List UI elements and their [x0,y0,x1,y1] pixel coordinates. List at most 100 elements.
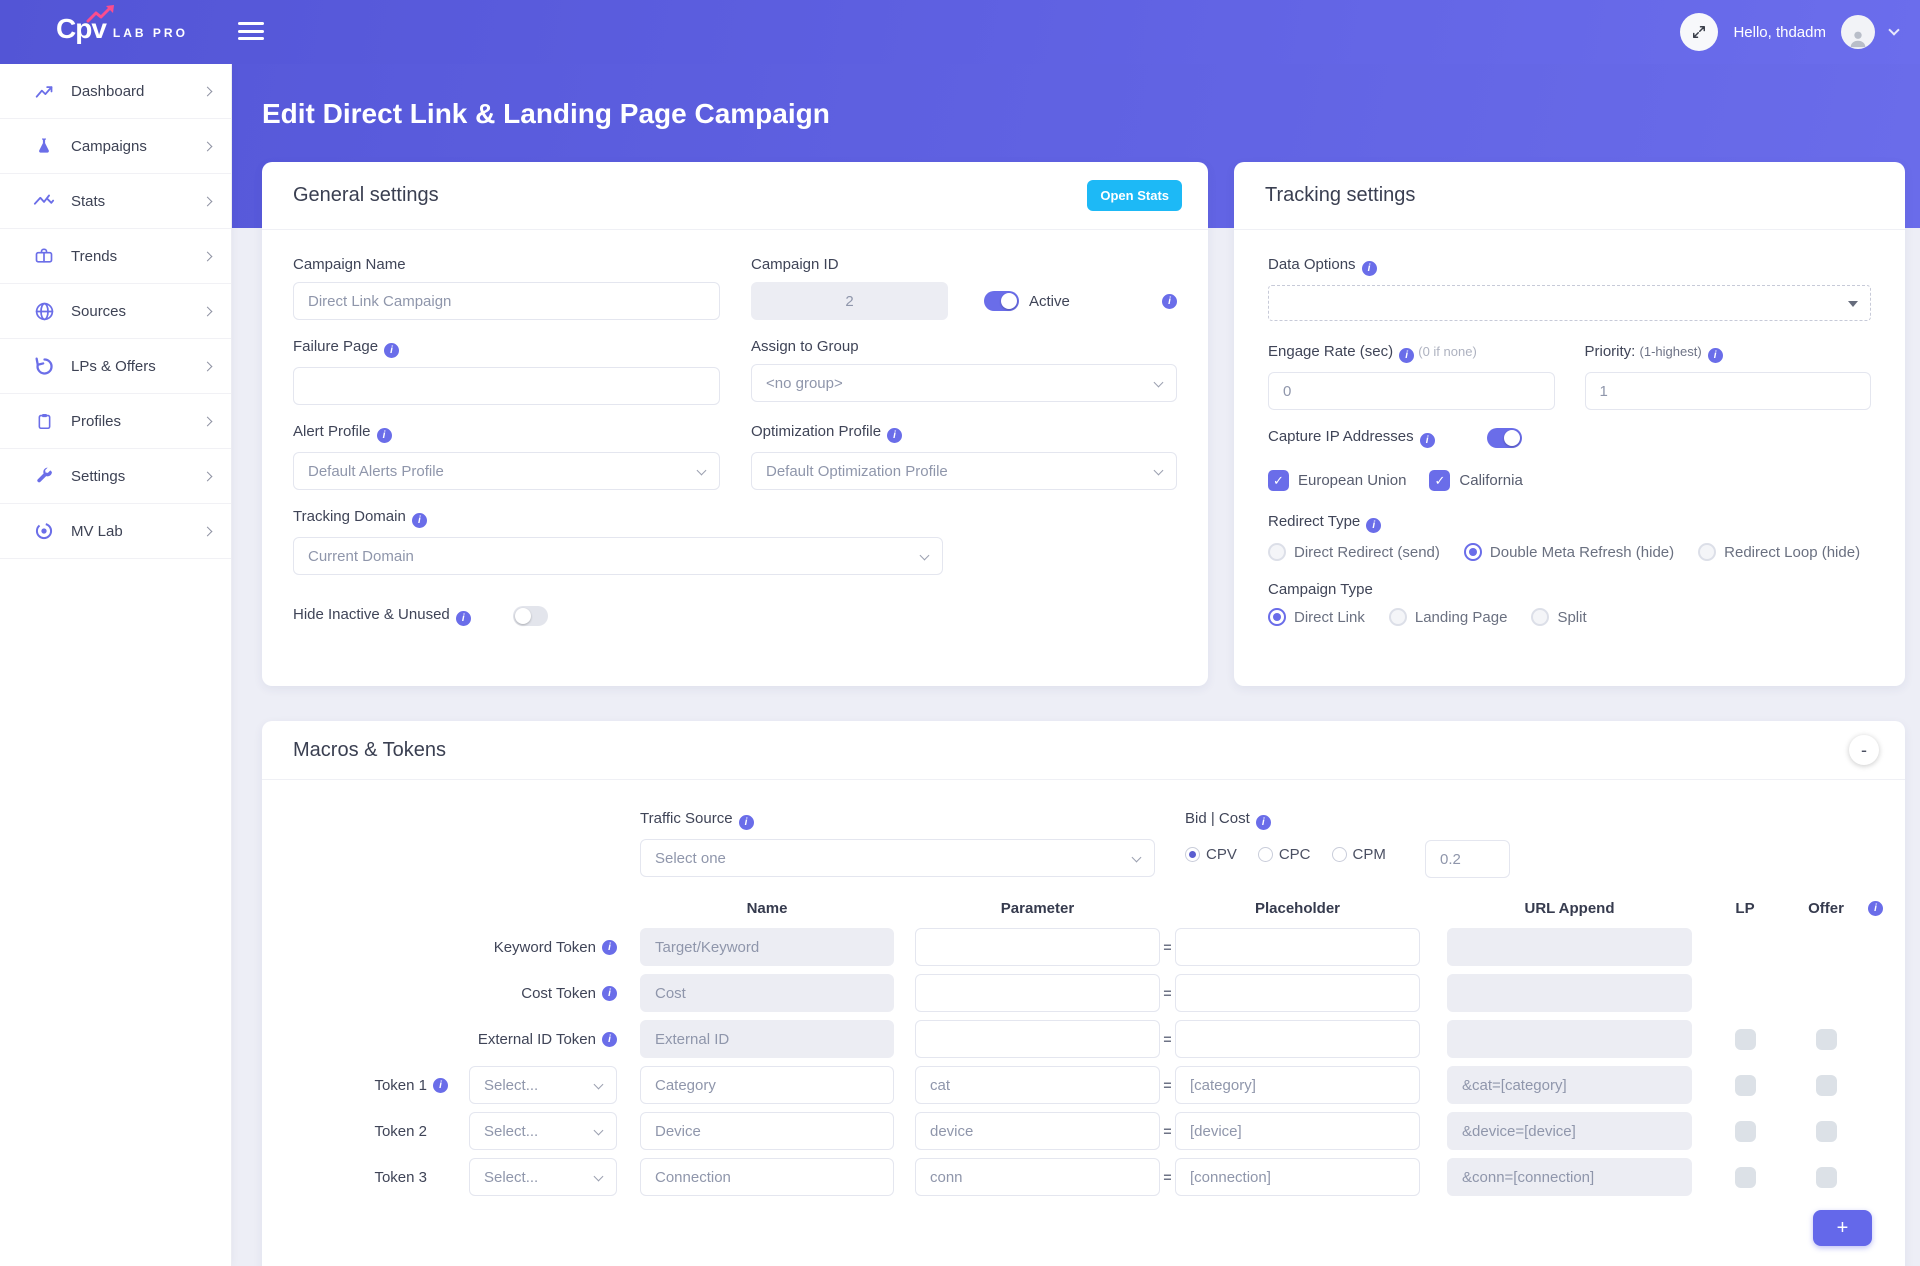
info-icon[interactable]: i [384,343,400,358]
alert-profile-select[interactable]: Default Alerts Profile [293,452,720,490]
offer-checkbox[interactable] [1816,1074,1837,1096]
token-placeholder-input[interactable] [1175,1112,1420,1150]
engage-rate-input[interactable] [1268,372,1555,410]
optimization-profile-select[interactable]: Default Optimization Profile [751,452,1177,490]
token-placeholder-input[interactable] [1175,1066,1420,1104]
radio-icon[interactable] [1268,608,1286,626]
radio-icon[interactable] [1268,543,1286,561]
info-icon[interactable]: i [602,939,617,955]
sidebar-item-lps-offers[interactable]: LPs & Offers [0,339,231,394]
info-icon[interactable]: i [602,1031,617,1047]
tracking-domain-select[interactable]: Current Domain [293,537,943,575]
radio-item[interactable]: CPM [1331,846,1386,863]
sidebar-item-sources[interactable]: Sources [0,284,231,339]
checkbox-item[interactable]: ✓ European Union [1268,470,1406,491]
info-icon[interactable]: i [1868,901,1883,916]
traffic-source-select[interactable]: Select one [640,839,1155,877]
checkbox-checked-icon[interactable]: ✓ [1268,470,1289,491]
add-token-button[interactable]: + [1813,1210,1872,1246]
token-parameter-input[interactable] [915,1158,1160,1196]
offer-checkbox[interactable] [1816,1028,1837,1050]
token-parameter-input[interactable] [915,974,1160,1012]
priority-input[interactable] [1584,372,1871,410]
sidebar-item-profiles[interactable]: Profiles [0,394,231,449]
info-icon[interactable]: i [1366,518,1382,533]
radio-icon[interactable] [1185,847,1200,862]
radio-item[interactable]: Direct Redirect (send) [1268,543,1440,561]
info-icon[interactable]: i [433,1077,448,1093]
info-icon[interactable]: i [1361,261,1377,276]
sidebar-item-campaigns[interactable]: Campaigns [0,119,231,174]
sidebar-item-dashboard[interactable]: Dashboard [0,64,231,119]
failure-page-input[interactable] [293,367,720,405]
checkbox-checked-icon[interactable]: ✓ [1429,470,1451,491]
info-icon[interactable]: i [602,985,617,1001]
logo[interactable]: Cpv LAB PRO [56,5,188,46]
token-placeholder-input[interactable] [1175,928,1420,966]
token-parameter-input[interactable] [915,928,1160,966]
campaign-name-input[interactable] [293,282,720,320]
lp-checkbox[interactable] [1735,1120,1756,1142]
info-icon[interactable]: i [376,428,392,443]
token-parameter-input[interactable] [915,1066,1160,1104]
token-placeholder-input[interactable] [1175,1020,1420,1058]
general-settings-header: General settings Open Stats [262,162,1208,230]
token-type-select[interactable]: Select... [469,1066,617,1104]
token-parameter-input[interactable] [915,1112,1160,1150]
info-icon[interactable]: i [738,815,754,830]
radio-icon[interactable] [1257,847,1273,862]
bid-value-input[interactable] [1425,840,1510,878]
token-parameter-input[interactable] [915,1020,1160,1058]
lp-checkbox[interactable] [1735,1074,1756,1096]
token-row-label: Token 2 [374,1122,427,1140]
sidebar-item-trends[interactable]: Trends [0,229,231,284]
radio-item[interactable]: Redirect Loop (hide) [1698,543,1860,561]
offer-checkbox[interactable] [1816,1166,1837,1188]
info-icon[interactable]: i [455,611,471,626]
hide-inactive-toggle[interactable] [512,606,548,626]
info-icon[interactable]: i [1419,433,1435,448]
sources-icon [33,300,55,322]
info-icon[interactable]: i [887,428,903,443]
token-placeholder-input[interactable] [1175,974,1420,1012]
lp-checkbox[interactable] [1735,1028,1756,1050]
radio-item[interactable]: CPV [1185,846,1237,863]
info-icon[interactable]: i [1707,348,1723,363]
sidebar-item-stats[interactable]: Stats [0,174,231,229]
fullscreen-button[interactable] [1680,13,1719,51]
data-options-select[interactable] [1268,285,1871,321]
avatar[interactable] [1841,15,1875,49]
info-icon[interactable]: i [1162,293,1177,309]
capture-ip-toggle[interactable] [1486,428,1522,448]
token-placeholder-input[interactable] [1175,1158,1420,1196]
checkbox-item[interactable]: ✓ California [1429,470,1523,491]
lp-checkbox[interactable] [1735,1166,1756,1188]
assign-group-select[interactable]: <no group> [751,364,1177,402]
info-icon[interactable]: i [1399,348,1415,363]
menu-toggle-icon[interactable] [238,22,264,45]
active-toggle[interactable] [984,291,1019,311]
radio-item[interactable]: Split [1531,608,1587,626]
collapse-button[interactable]: - [1849,735,1879,765]
radio-icon[interactable] [1698,543,1717,561]
open-stats-button[interactable]: Open Stats [1087,180,1182,211]
radio-icon[interactable] [1531,608,1550,626]
token-name-input[interactable] [640,1066,894,1104]
sidebar-item-mv-lab[interactable]: MV Lab [0,504,231,559]
offer-checkbox[interactable] [1816,1120,1837,1142]
token-name-input[interactable] [640,1158,894,1196]
radio-icon[interactable] [1388,608,1407,626]
radio-item[interactable]: Landing Page [1388,608,1507,626]
radio-item[interactable]: Direct Link [1268,608,1365,626]
token-name-input[interactable] [640,1112,894,1150]
radio-icon[interactable] [1463,543,1482,561]
info-icon[interactable]: i [1255,815,1271,830]
sidebar-item-settings[interactable]: Settings [0,449,231,504]
info-icon[interactable]: i [411,513,427,528]
radio-item[interactable]: Double Meta Refresh (hide) [1463,543,1674,561]
token-type-select[interactable]: Select... [469,1112,617,1150]
chevron-down-icon[interactable] [1888,24,1900,36]
token-type-select[interactable]: Select... [469,1158,617,1196]
radio-item[interactable]: CPC [1257,846,1311,863]
radio-icon[interactable] [1331,847,1347,862]
